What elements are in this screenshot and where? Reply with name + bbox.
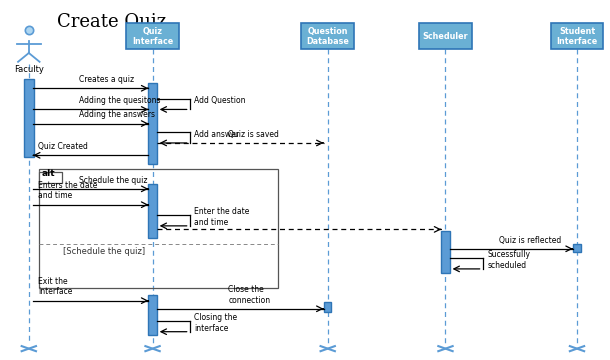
Text: Exit the
interface: Exit the interface: [38, 277, 72, 296]
Bar: [148, 184, 157, 238]
Text: Schedule the quiz: Schedule the quiz: [79, 176, 147, 185]
Bar: [441, 231, 450, 274]
Text: Add Question: Add Question: [195, 96, 246, 105]
Bar: [24, 80, 34, 157]
Text: Quiz is saved: Quiz is saved: [228, 130, 279, 139]
Bar: [301, 23, 354, 49]
Text: Quiz is reflected: Quiz is reflected: [499, 235, 562, 244]
Text: Creates a quiz: Creates a quiz: [79, 75, 134, 84]
Bar: [324, 302, 331, 312]
Text: alt: alt: [42, 169, 56, 178]
Text: Quiz Created: Quiz Created: [38, 142, 88, 151]
Text: Closing the
interface: Closing the interface: [195, 313, 237, 333]
Text: Student
Interface: Student Interface: [556, 27, 598, 46]
Bar: [573, 243, 581, 252]
Text: [Schedule the quiz]: [Schedule the quiz]: [63, 247, 145, 256]
Bar: [551, 23, 603, 49]
Text: Create Quiz: Create Quiz: [57, 12, 166, 31]
Text: Scheduler: Scheduler: [423, 32, 468, 41]
Text: Add answer: Add answer: [195, 130, 239, 139]
Text: Enters the date
and time: Enters the date and time: [38, 181, 97, 201]
Text: Faculty: Faculty: [14, 65, 44, 74]
Text: Adding the quesitons: Adding the quesitons: [79, 96, 160, 105]
Bar: [148, 294, 157, 335]
Text: Quiz
Interface: Quiz Interface: [132, 27, 173, 46]
Text: Sucessfully
scheduled: Sucessfully scheduled: [487, 251, 530, 270]
Text: Question
Database: Question Database: [306, 27, 349, 46]
Bar: [419, 23, 472, 49]
Text: Enter the date
and time: Enter the date and time: [195, 207, 249, 227]
Polygon shape: [39, 171, 62, 183]
Text: Close the
connection: Close the connection: [228, 285, 270, 305]
Text: Adding the answers: Adding the answers: [79, 110, 155, 119]
Bar: [148, 83, 157, 164]
Bar: [126, 23, 179, 49]
Bar: [39, 170, 278, 288]
